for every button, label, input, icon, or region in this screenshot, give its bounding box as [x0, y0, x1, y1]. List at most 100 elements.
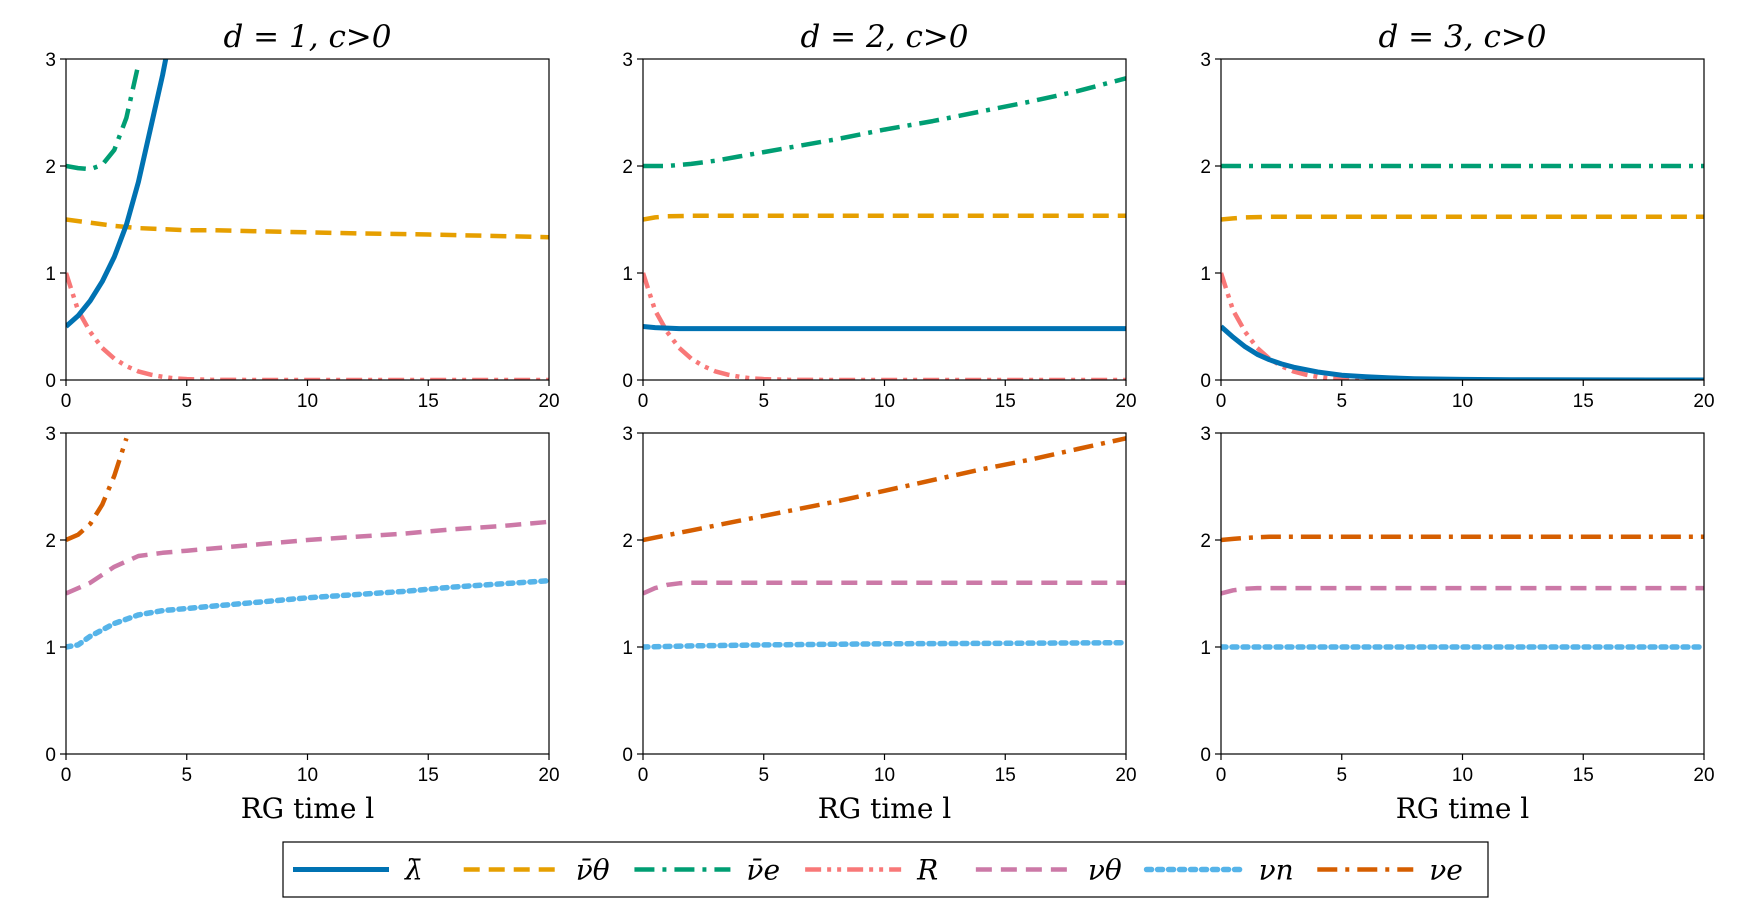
y-tick-label: 1 [1200, 638, 1211, 659]
y-tick-label: 0 [1200, 745, 1211, 766]
legend-label-nu_n: νn [1259, 854, 1294, 887]
y-tick-label: 1 [45, 638, 56, 659]
plot-frame [1220, 432, 1705, 755]
y-tick-label: 0 [622, 745, 633, 766]
x-tick-label: 0 [1216, 765, 1227, 786]
x-tick-label: 10 [874, 391, 895, 412]
x-tick-label: 5 [181, 765, 192, 786]
series-line-nu_e_bar [643, 76, 1126, 169]
series-line-nu_e [66, 437, 129, 543]
x-tick-label: 0 [61, 765, 72, 786]
x-tick-label: 0 [1216, 391, 1227, 412]
series-line-R [66, 272, 549, 380]
y-tick-label: 2 [1200, 531, 1211, 552]
y-tick-label: 0 [622, 371, 633, 392]
series-group [66, 59, 549, 380]
series-line-nu_theta [643, 580, 1126, 596]
series-line-nu_e_bar [66, 63, 141, 172]
panel-2: 0 5 10 15 20 0 1 2 3 d = 2, c>0 [622, 19, 1136, 412]
x-tick-label: 5 [181, 391, 192, 412]
series-line-nu_theta [1221, 585, 1704, 596]
x-tick-label: 15 [995, 391, 1016, 412]
x-tick-label: 20 [538, 391, 559, 412]
x-tick-label: 0 [638, 391, 649, 412]
y-tick-label: 1 [45, 264, 56, 285]
x-tick-label: 0 [638, 765, 649, 786]
y-tick-label: 2 [622, 157, 633, 178]
x-tick-label: 20 [538, 765, 559, 786]
y-tick-label: 3 [1200, 50, 1211, 71]
series-group [643, 76, 1126, 380]
panel-title: d = 1, c>0 [223, 19, 391, 55]
series-line-lambda [66, 59, 169, 329]
x-tick-label: 10 [1452, 765, 1473, 786]
panel-title: d = 2, c>0 [800, 19, 968, 55]
x-tick-label: 15 [1573, 765, 1594, 786]
plot-frame [1220, 58, 1705, 381]
series-line-nu_e [1221, 534, 1704, 543]
y-tick-label: 1 [622, 264, 633, 285]
legend-label-nu_e: νe [1429, 854, 1463, 887]
series-line-lambda [643, 324, 1126, 332]
y-tick-label: 1 [1200, 264, 1211, 285]
x-tick-label: 5 [1336, 765, 1347, 786]
series-line-nu_n [643, 639, 1126, 650]
y-tick-label: 3 [45, 424, 56, 445]
y-tick-label: 2 [45, 157, 56, 178]
x-tick-label: 0 [61, 391, 72, 412]
legend-label-nu_theta_bar: ν̄θ [576, 854, 610, 887]
series-line-nu_theta_bar [643, 213, 1126, 222]
y-tick-label: 2 [45, 531, 56, 552]
series-line-nu_n [66, 577, 549, 650]
series-line-nu_theta_bar [66, 217, 549, 240]
plot-frame [642, 432, 1127, 755]
x-axis-label: RG time l [241, 792, 375, 825]
panel-4: 0 5 10 15 20 0 1 2 3 RG time l [45, 424, 559, 825]
x-tick-label: 5 [1336, 391, 1347, 412]
series-line-nu_theta_bar [1221, 214, 1704, 222]
y-tick-label: 3 [45, 50, 56, 71]
series-line-R [643, 272, 1126, 380]
y-tick-label: 3 [622, 424, 633, 445]
x-axis-label: RG time l [1396, 792, 1530, 825]
y-tick-label: 3 [622, 50, 633, 71]
legend-box [282, 841, 1489, 898]
y-tick-label: 2 [1200, 157, 1211, 178]
x-tick-label: 20 [1693, 765, 1714, 786]
x-tick-label: 5 [758, 765, 769, 786]
x-tick-label: 15 [995, 765, 1016, 786]
series-line-R [1221, 272, 1704, 380]
y-tick-label: 1 [622, 638, 633, 659]
x-tick-label: 15 [1573, 391, 1594, 412]
panel-title: d = 3, c>0 [1378, 19, 1546, 55]
y-tick-label: 0 [45, 745, 56, 766]
y-tick-label: 3 [1200, 424, 1211, 445]
panel-6: 0 5 10 15 20 0 1 2 3 RG time l [1200, 424, 1714, 825]
y-tick-label: 0 [1200, 371, 1211, 392]
panel-5: 0 5 10 15 20 0 1 2 3 RG time l [622, 424, 1136, 825]
legend-label-R: R [916, 854, 938, 887]
x-tick-label: 20 [1115, 391, 1136, 412]
series-group [643, 436, 1126, 650]
x-tick-label: 10 [1452, 391, 1473, 412]
series-group [1221, 534, 1704, 650]
series-group [1221, 163, 1704, 380]
legend-label-nu_theta: νθ [1088, 854, 1122, 887]
x-tick-label: 20 [1693, 391, 1714, 412]
plot-frame [642, 58, 1127, 381]
legend-label-lambda: λ̄ [404, 854, 423, 887]
x-tick-label: 10 [297, 765, 318, 786]
x-axis-label: RG time l [818, 792, 952, 825]
x-tick-label: 20 [1115, 765, 1136, 786]
series-line-nu_e [643, 436, 1126, 543]
x-tick-label: 15 [418, 765, 439, 786]
x-tick-label: 10 [297, 391, 318, 412]
x-tick-label: 5 [758, 391, 769, 412]
plot-frame [65, 58, 550, 381]
series-line-nu_theta [66, 519, 549, 596]
plot-frame [65, 432, 550, 755]
x-tick-label: 10 [874, 765, 895, 786]
y-tick-label: 0 [45, 371, 56, 392]
